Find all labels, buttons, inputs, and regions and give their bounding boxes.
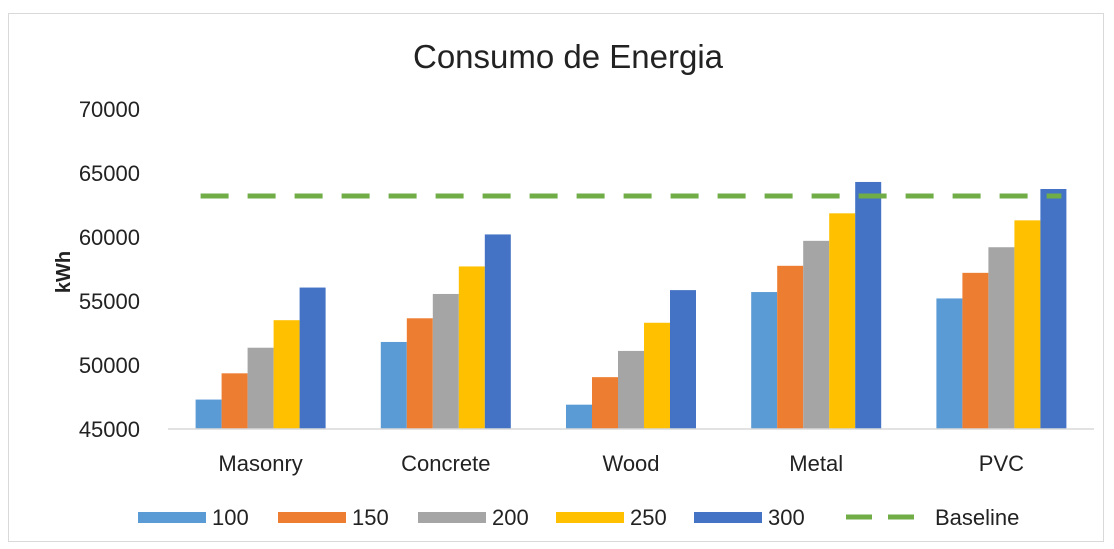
y-tick-label: 50000 [79,353,140,378]
y-tick-label: 65000 [79,161,140,186]
bar-concrete-200 [432,293,459,429]
x-axis-categories: Masonry Concrete Wood Metal PVC [218,451,1024,476]
y-tick-label: 60000 [79,225,140,250]
legend: 100 150 200 250 300 Baseline [138,505,1019,530]
bar-concrete-300 [484,234,511,429]
legend-label: 100 [212,505,249,530]
chart-title: Consumo de Energia [413,38,724,75]
x-tick-label: Wood [602,451,659,476]
x-tick-label: Metal [789,451,843,476]
bar-masonry-200 [247,347,274,429]
legend-swatch-100 [138,512,206,523]
bar-masonry-250 [273,320,300,429]
bar-pvc-200 [988,247,1015,429]
bar-wood-200 [618,350,644,429]
bar-metal-150 [777,265,804,429]
bars-group [195,181,1067,429]
bar-pvc-300 [1040,189,1067,429]
x-tick-label: Masonry [218,451,302,476]
x-tick-label: PVC [979,451,1024,476]
legend-label: Baseline [935,505,1019,530]
bar-metal-200 [803,240,830,429]
bar-wood-150 [592,377,618,429]
bar-masonry-100 [195,399,222,429]
bar-masonry-150 [221,373,248,429]
y-axis-ticks: 45000 50000 55000 60000 65000 70000 [79,97,140,442]
bar-pvc-100 [936,298,963,429]
bar-metal-300 [855,181,882,429]
legend-swatch-250 [556,512,624,523]
y-tick-label: 45000 [79,417,140,442]
legend-swatch-200 [418,512,486,523]
bar-concrete-150 [406,318,433,429]
bar-concrete-250 [458,266,485,429]
legend-swatch-300 [694,512,762,523]
bar-wood-100 [566,404,592,429]
y-tick-label: 55000 [79,289,140,314]
bar-metal-250 [829,213,856,429]
bar-concrete-100 [380,341,407,429]
bar-wood-300 [670,290,696,429]
chart-frame [8,13,1104,542]
bar-pvc-150 [962,272,989,429]
x-tick-label: Concrete [401,451,490,476]
legend-label: 150 [352,505,389,530]
legend-label: 200 [492,505,529,530]
y-axis-label: kWh [53,251,75,293]
bar-masonry-300 [299,287,326,429]
bar-pvc-250 [1014,220,1041,429]
legend-label: 300 [768,505,805,530]
legend-label: 250 [630,505,667,530]
legend-swatch-150 [278,512,346,523]
bar-wood-250 [644,322,670,429]
y-tick-label: 70000 [79,97,140,122]
bar-metal-100 [751,292,778,429]
